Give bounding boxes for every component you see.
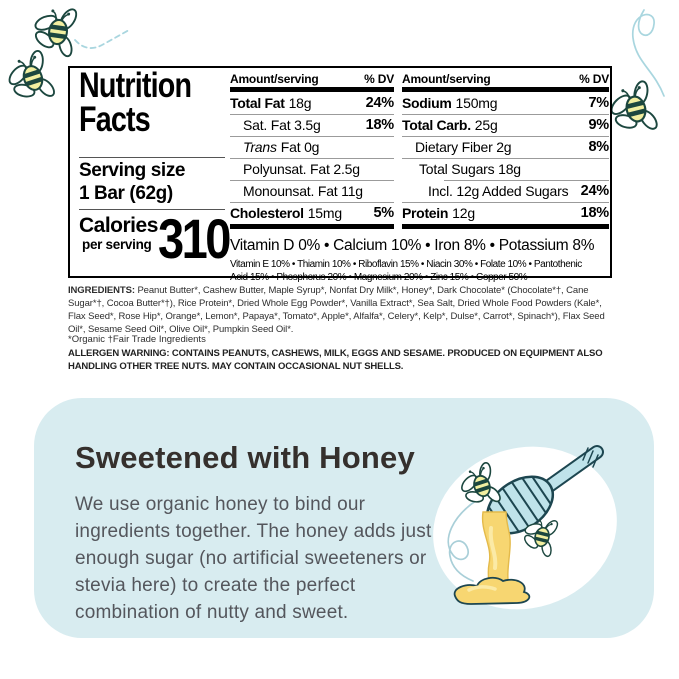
nutrient-row-total-fat: Total Fat 18g 24% [230,95,394,111]
nutrient-row-added-sugars: Incl. 12g Added Sugars 24% [402,180,609,202]
serving-size: Serving size 1 Bar (62g) [79,160,185,206]
nutrient-row-sodium: Sodium 150mg 7% [402,95,609,111]
thick-rule [230,224,394,229]
honey-section-body: We use organic honey to bind our ingredi… [75,494,432,623]
thick-rule [402,224,609,229]
nutrition-facts-title: Nutrition Facts [79,66,192,139]
nutrient-row-cholesterol: Cholesterol 15mg 5% [230,202,394,224]
divider [79,209,225,210]
column-header: Amount/serving % DV [230,68,394,87]
ingredients-list: INGREDIENTS: Peanut Butter*, Cashew Butt… [68,285,605,336]
serving-size-label: Serving size [79,160,186,181]
honey-dipper-icon [433,445,617,610]
nutrition-facts-panel: Nutrition Facts Serving size 1 Bar (62g)… [68,66,612,283]
allergen-label: ALLERGEN WARNING: [68,348,170,359]
thick-rule [230,87,394,92]
nutrient-row-total-carb: Total Carb. 25g 9% [402,114,609,136]
amount-serving-header: Amount/serving [230,72,319,86]
nutrient-row-trans-fat: Trans Fat 0g [230,136,394,158]
nutrient-row-polyunsat-fat: Polyunsat. Fat 2.5g [230,158,394,180]
nutrient-column-carbs: Amount/serving % DV Sodium 150mg 7% Total… [402,68,609,233]
calories-label: Calories [79,214,158,237]
column-header: Amount/serving % DV [402,68,609,87]
vitamins-minerals: Vitamin D 0% • Calcium 10% • Iron 8% • P… [230,233,611,284]
dv-header: % DV [579,72,609,86]
calories-label-block: Calories per serving [79,215,158,252]
flight-trail-icon [632,9,665,97]
nutrient-row-dietary-fiber: Dietary Fiber 2g 8% [402,136,609,158]
serving-size-value: 1 Bar (62g) [79,182,173,204]
flight-trail-icon [447,499,478,582]
nutrient-row-sat-fat: Sat. Fat 3.5g 18% [230,114,394,136]
thick-rule [402,87,609,92]
nutrient-column-fats: Amount/serving % DV Total Fat 18g 24% Sat… [230,68,394,233]
allergen-warning: ALLERGEN WARNING: CONTAINS PEANUTS, CASH… [68,348,603,373]
title-line-2: Facts [79,99,151,139]
title-line-1: Nutrition [79,66,192,105]
honey-section-title: Sweetened with Honey [75,440,415,475]
nutrient-row-total-sugars: Total Sugars 18g [402,158,609,180]
honey-drip [453,511,531,605]
calories-sublabel: per serving [82,237,152,252]
ingredients-footnote: *Organic †Fair Trade Ingredients [68,334,206,345]
flight-trail-icon [74,29,130,49]
vitamins-primary: Vitamin D 0% • Calcium 10% • Iron 8% • P… [230,237,595,254]
ingredients-label: INGREDIENTS: [68,285,135,296]
divider [79,157,225,158]
dv-header: % DV [364,72,394,86]
sweetened-with-honey-panel: Sweetened with Honey We use organic hone… [34,398,654,638]
calories-value: 310 [158,207,231,270]
nutrient-row-protein: Protein 12g 18% [402,202,609,224]
nutrient-row-monounsat-fat: Monounsat. Fat 11g [230,180,394,202]
vitamins-secondary: Vitamin E 10% • Thiamin 10% • Riboflavin… [230,259,582,283]
amount-serving-header: Amount/serving [402,72,491,86]
